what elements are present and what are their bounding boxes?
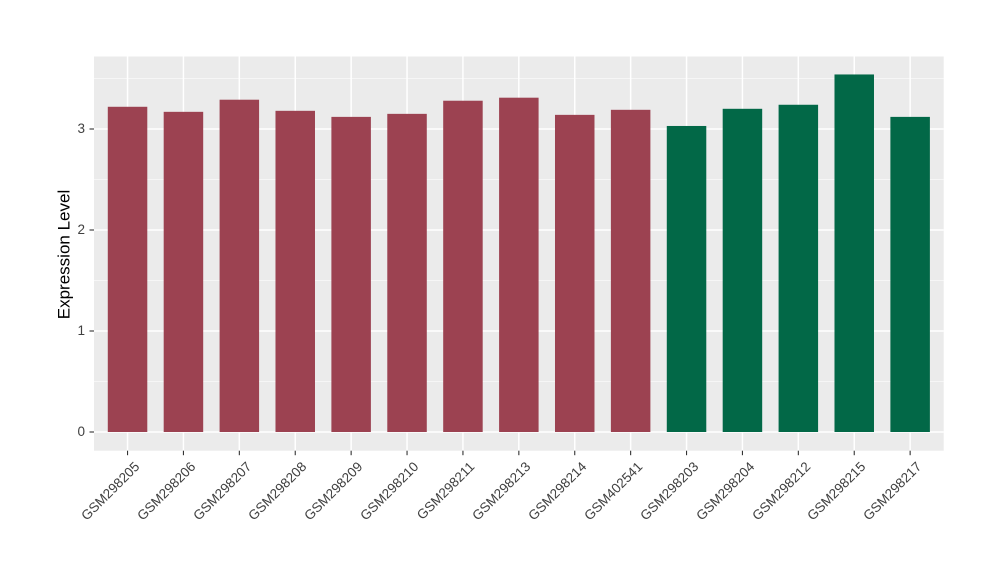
bar-GSM298206 [163, 111, 204, 432]
bar-GSM298217 [890, 116, 930, 432]
bar-GSM402541 [610, 109, 651, 432]
bar-GSM298205 [107, 106, 148, 432]
bar-GSM298207 [219, 99, 260, 433]
bar-GSM298213 [499, 97, 539, 432]
bar-GSM298210 [387, 113, 427, 432]
y-tick-label-3: 3 [77, 121, 85, 136]
bar-GSM298204 [722, 108, 763, 433]
bar-GSM298212 [778, 104, 819, 432]
bar-GSM298203 [666, 125, 707, 432]
bar-GSM298214 [554, 114, 595, 433]
bar-GSM298209 [331, 116, 371, 432]
bar-GSM298211 [443, 100, 483, 432]
y-tick-label-0: 0 [77, 424, 85, 439]
y-axis-title: Expression Level [54, 189, 74, 320]
bar-GSM298208 [275, 110, 315, 432]
y-tick-label-2: 2 [77, 222, 85, 237]
bar-GSM298215 [834, 74, 874, 433]
y-tick-label-1: 1 [77, 323, 85, 338]
